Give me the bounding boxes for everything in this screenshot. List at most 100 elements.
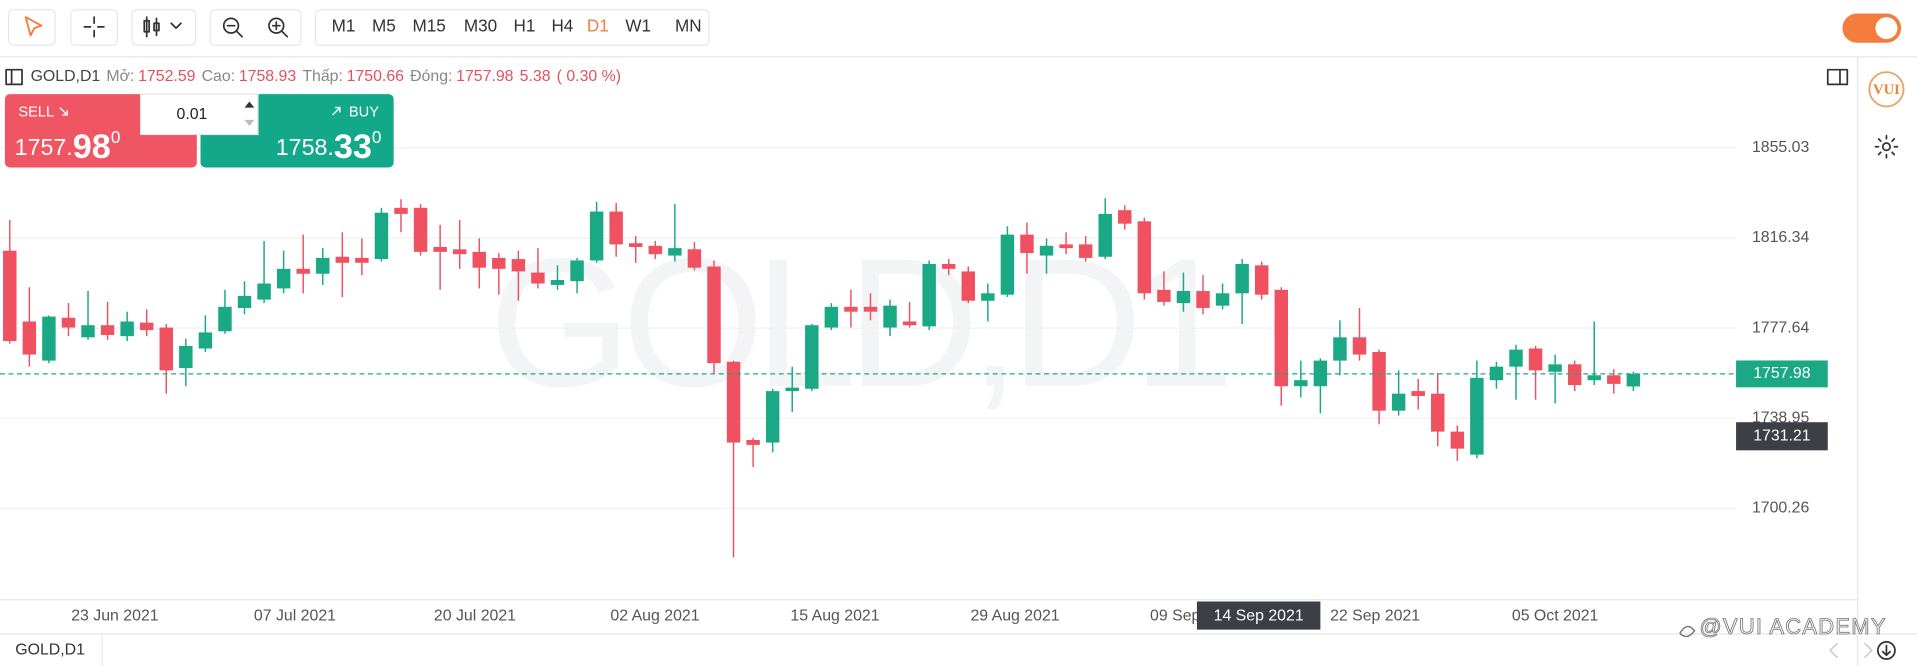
candle-body	[100, 325, 115, 335]
y-tick-label: 1700.26	[1752, 500, 1810, 517]
timeframe-button[interactable]: W1	[625, 16, 651, 35]
candle-body	[1450, 431, 1465, 449]
scroll-end-glyph	[1881, 644, 1891, 657]
crosshair-price-label: 1731.21	[1753, 427, 1811, 444]
candle-body	[1294, 380, 1308, 387]
candle-body	[1078, 244, 1093, 258]
candle-body	[22, 321, 37, 355]
candle-body	[1391, 393, 1406, 411]
candle-body	[413, 207, 428, 252]
timeframe-button[interactable]: M1	[332, 16, 356, 35]
candle-body	[1215, 293, 1230, 306]
brand-watermark: @VUI ACADEMY	[1699, 614, 1886, 639]
zoom-in-icon[interactable]	[268, 17, 285, 34]
candle-body	[276, 268, 291, 289]
timeframe-button[interactable]: MN	[675, 16, 702, 35]
sell-price-sup: 0	[111, 128, 121, 147]
info-icon	[5, 68, 23, 86]
x-tick-label: 02 Aug 2021	[610, 607, 699, 624]
info-label: Mở:	[106, 68, 134, 85]
candle-body	[1372, 351, 1386, 411]
crosshair-button[interactable]	[70, 9, 118, 46]
candle-body	[707, 266, 721, 364]
candle-body	[902, 321, 917, 326]
zoom-in-glyph	[271, 21, 289, 38]
lot-input[interactable]	[139, 93, 259, 136]
candle-body	[1470, 377, 1484, 455]
candle-body	[1098, 213, 1112, 257]
crosshair-icon	[83, 16, 105, 38]
candle-body	[1528, 348, 1543, 371]
brand-icon	[1679, 625, 1696, 638]
last-price-label: 1757.98	[1753, 365, 1811, 382]
candle-body	[922, 263, 936, 327]
buy-price-big: 33	[334, 128, 372, 166]
scroll-end[interactable]	[1877, 640, 1896, 660]
y-tick-label: 1738.95	[1752, 409, 1810, 426]
timeframe-button[interactable]: M30	[464, 16, 497, 35]
candle-body	[355, 257, 369, 263]
x-tick-label: 05 Oct 2021	[1512, 607, 1599, 624]
settings-icon[interactable]	[1881, 142, 1891, 152]
candle-body	[1176, 290, 1191, 304]
timeframe-button[interactable]: M15	[412, 16, 445, 35]
candle-body	[589, 211, 604, 261]
info-value: 1757.98	[456, 68, 514, 85]
candle-body	[198, 332, 213, 349]
panel-toggle-icon[interactable]	[1826, 68, 1849, 86]
candle-body	[1196, 290, 1210, 308]
x-tick-label: 20 Jul 2021	[434, 607, 516, 624]
info-symbol: GOLD,D1	[31, 68, 101, 85]
sell-price-main: 1757.	[15, 134, 73, 160]
candle-body	[1254, 265, 1269, 295]
timeframe-button[interactable]: M5	[372, 16, 396, 35]
lot-down[interactable]	[244, 119, 255, 126]
footer: GOLD,D1 @VUI ACADEMY	[0, 614, 1896, 666]
timeframe-button[interactable]: H4	[551, 16, 573, 35]
crosshair-date-box	[1196, 601, 1321, 630]
candle-body	[1548, 364, 1562, 372]
scroll-arrows[interactable]	[1829, 642, 1873, 659]
candle-body	[1137, 221, 1152, 294]
timeframe-button[interactable]: H1	[514, 16, 536, 35]
timeframe-button[interactable]: D1	[587, 16, 609, 35]
x-tick-label: 22 Sep 2021	[1330, 607, 1420, 624]
candle-body	[863, 306, 878, 312]
buy-arrow	[332, 106, 341, 116]
side-panel: VUI	[1826, 57, 1905, 666]
settings-glyph	[1874, 134, 1899, 159]
candle-body	[531, 272, 545, 284]
lot-up[interactable]	[244, 101, 255, 108]
candle-body	[1626, 373, 1641, 387]
candle-body	[570, 260, 584, 282]
candle-body	[1607, 375, 1621, 384]
lot-value: 0.01	[176, 106, 207, 123]
candle-body	[1567, 364, 1582, 386]
candle-body	[139, 322, 154, 331]
candle-body	[237, 295, 252, 308]
info-value: 1750.66	[347, 68, 405, 85]
logo-circle[interactable]	[1868, 71, 1905, 108]
chart: GOLD,D11855.031816.341777.641738.951700.…	[0, 139, 1828, 630]
candle-body	[296, 268, 310, 274]
footer-tab[interactable]	[0, 634, 102, 666]
candle-body	[335, 256, 350, 263]
candle-body	[120, 321, 134, 337]
x-tick-label: 29 Aug 2021	[970, 607, 1059, 624]
info-line: GOLD,D1 Mở: 1752.59 Cao: 1758.93 Thấp: 1750.66…	[31, 68, 622, 85]
candle-body	[746, 440, 760, 445]
cursor-button[interactable]	[7, 9, 56, 46]
info-value: 1758.93	[239, 68, 297, 85]
candle-body	[629, 243, 643, 247]
candle-body	[785, 387, 799, 392]
candle-body	[668, 248, 682, 256]
sell-arrow	[59, 107, 68, 116]
logo-text: VUI	[1873, 82, 1900, 98]
zoom-out-icon[interactable]	[222, 17, 240, 34]
chart-type-button[interactable]	[131, 9, 197, 46]
candle-body	[981, 293, 995, 301]
last-price-box	[1736, 360, 1828, 388]
y-tick-label: 1777.64	[1752, 319, 1810, 336]
chart-type-icon	[143, 16, 182, 38]
